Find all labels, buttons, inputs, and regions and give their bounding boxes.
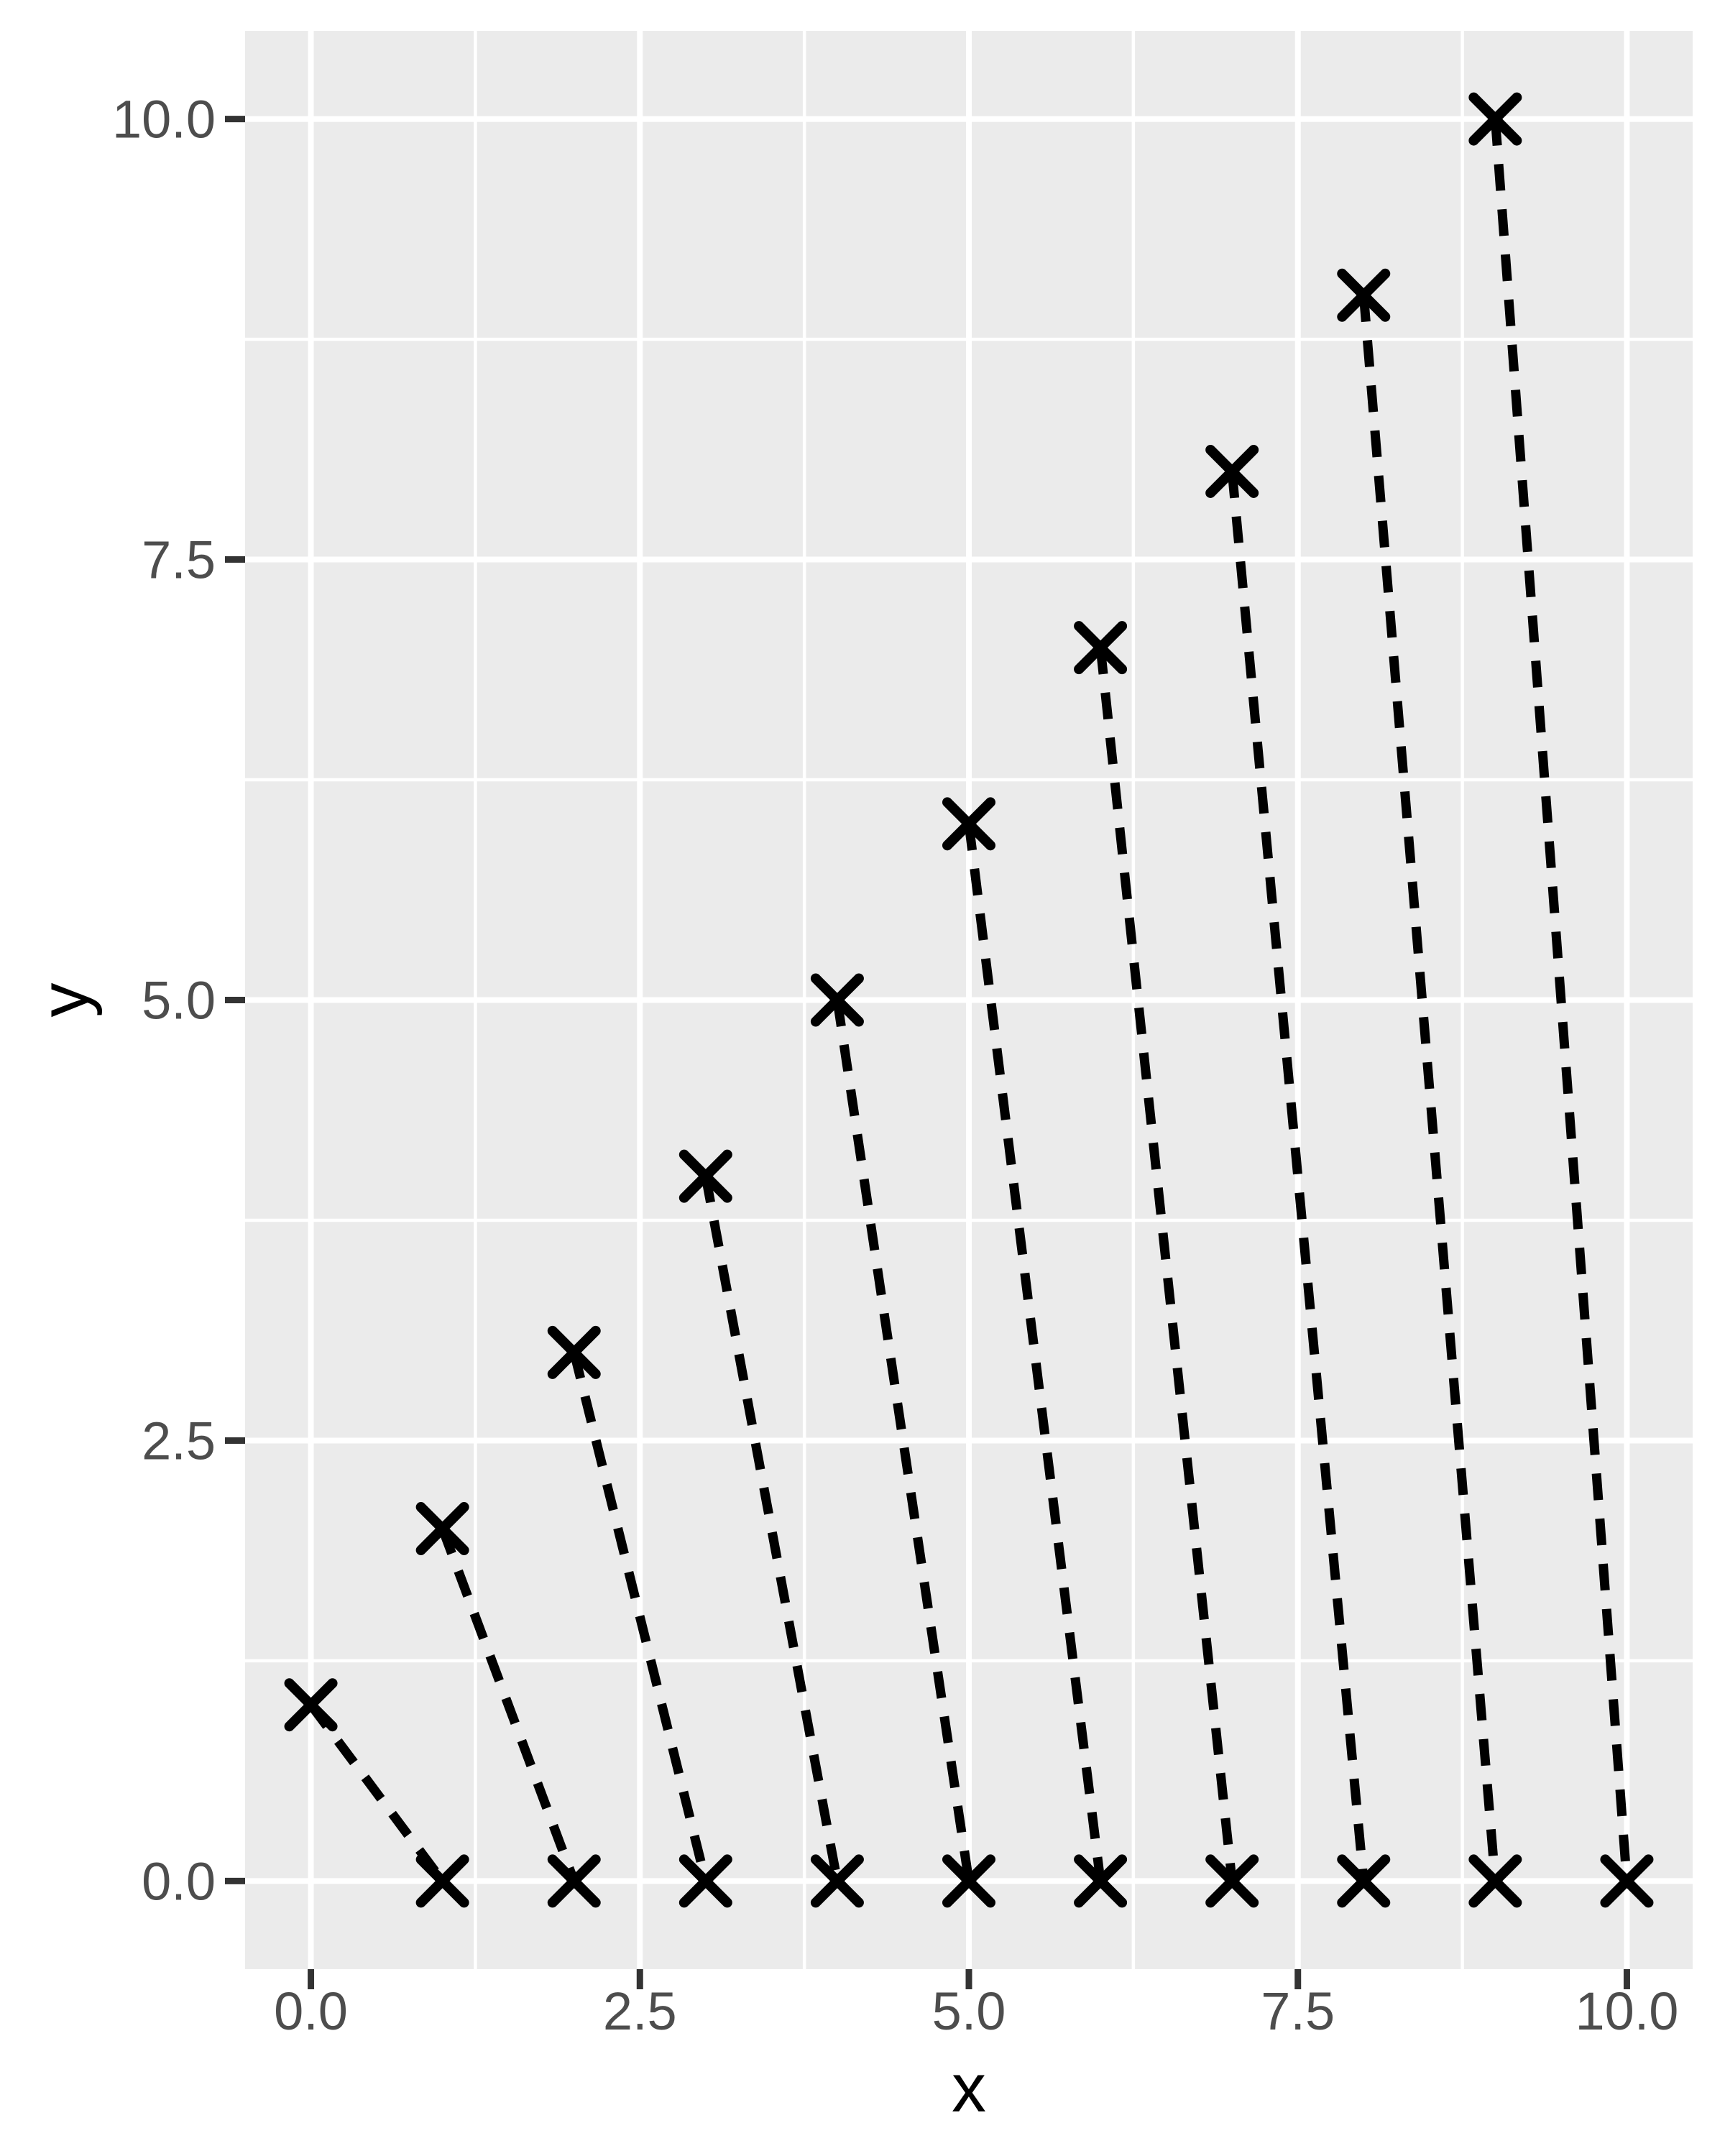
y-axis-tick-label: 0.0 — [142, 1851, 216, 1911]
point-marker-x — [415, 1854, 469, 1908]
point-marker-x — [1074, 1854, 1128, 1908]
x-axis-tick-label: 5.0 — [932, 1981, 1006, 2041]
point-marker-x — [942, 797, 995, 851]
point-marker-x — [1337, 1854, 1391, 1908]
point-marker-x — [547, 1854, 601, 1908]
y-axis-tick-label: 2.5 — [142, 1411, 216, 1470]
point-marker-x — [1337, 268, 1391, 322]
point-marker-x — [284, 1678, 338, 1732]
x-axis-tick-label: 10.0 — [1575, 1981, 1678, 2041]
point-marker-x — [547, 1325, 601, 1379]
x-axis-tick-label: 2.5 — [603, 1981, 677, 2041]
point-marker-x — [415, 1502, 469, 1556]
y-axis-tick-label: 5.0 — [142, 971, 216, 1031]
point-marker-x — [1468, 1854, 1522, 1908]
x-axis-tick-label: 7.5 — [1261, 1981, 1335, 2041]
x-axis-tick-label: 0.0 — [274, 1981, 348, 2041]
point-marker-x — [678, 1149, 732, 1203]
data-segment — [1358, 295, 1500, 1881]
data-segment — [701, 1175, 842, 1882]
y-axis-tick-label: 10.0 — [112, 90, 216, 149]
point-marker-x — [810, 973, 864, 1027]
data-segment — [1095, 647, 1237, 1882]
data-segment — [1490, 119, 1632, 1881]
data-segment — [1227, 471, 1368, 1882]
point-marker-x — [1205, 1854, 1259, 1908]
data-segment — [569, 1351, 711, 1882]
data-segment — [307, 1702, 446, 1884]
y-axis-tick-label: 7.5 — [142, 530, 216, 590]
point-marker-x — [1205, 444, 1259, 498]
point-marker-x — [1600, 1854, 1654, 1908]
point-marker-x — [678, 1854, 732, 1908]
point-marker-x — [810, 1854, 864, 1908]
point-marker-x — [1074, 621, 1128, 675]
point-marker-x — [942, 1854, 995, 1908]
data-segment — [832, 999, 974, 1882]
point-marker-x — [1468, 92, 1522, 146]
x-axis-title: x — [952, 2050, 986, 2127]
data-segment — [438, 1526, 579, 1883]
y-axis-title: y — [26, 983, 103, 1018]
